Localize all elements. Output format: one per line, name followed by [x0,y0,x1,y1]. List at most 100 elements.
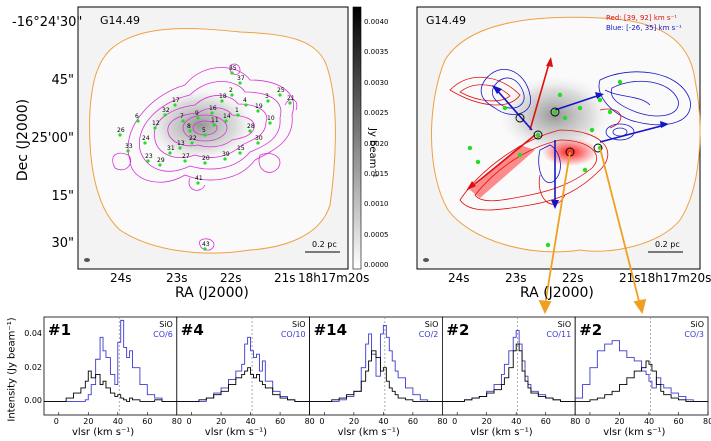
colorbar-tick: 0.0030 [364,78,389,87]
core-marker [212,123,216,127]
core-marker [256,141,260,145]
core-marker [220,99,224,103]
core-marker [183,159,187,163]
core-marker [158,163,162,167]
x-tick-label: 60 [142,417,153,426]
core-marker [173,103,177,107]
left-core-labels: 2633624123217789161821322511141419325211… [117,65,295,251]
blue-velocity-label: Blue: [-26, 35] km s⁻¹ [606,24,682,32]
blue-arrow [554,94,601,111]
spectra-row [43,316,709,416]
dec-tick-4: 15" [51,189,74,204]
core-marker [278,93,282,97]
spectrum-xlabel: vlsr (km s⁻¹) [72,427,135,438]
core-label: 7 [180,113,184,120]
blue-arrowhead [660,121,669,128]
core-label: 6 [135,113,139,120]
right-ra-tick-1: 24s [448,271,470,285]
spectrum-legend-sio: SiO [424,320,439,329]
x-tick-label: 20 [216,417,227,426]
core-label: 25 [277,87,285,94]
spectrum-sio [575,360,708,402]
core-marker [190,141,194,145]
spectrum-sio [44,370,177,402]
core-marker [196,181,200,185]
left-ylabel: Dec (J2000) [15,98,31,182]
core-label: 27 [182,153,190,160]
core-label: 13 [177,140,185,147]
x-tick-label: 20 [348,417,360,426]
y-tick-label: 0.04 [24,328,42,338]
selected-core-rings [515,107,603,157]
x-tick-label: 20 [481,417,492,426]
x-tick-label: 80 [570,417,581,426]
core-label: 33 [125,143,133,150]
colorbar-tick: 0.0015 [364,169,389,178]
red-velocity-label: Red: [39, 92] km s⁻¹ [606,14,678,22]
right-scalebar-label: 0.2 pc [655,240,680,249]
core-marker [118,133,122,137]
core-label: 24 [142,135,150,142]
colorbar-tick: 0.0010 [364,200,389,209]
spectrum-legend-sio: SiO [557,320,572,329]
spectrum-co-3 [575,340,708,402]
left-beam [84,258,90,262]
pointer-line [599,147,641,306]
core-marker [178,146,182,150]
spectrum-id: #1 [48,321,72,339]
spectrum-co-2 [309,324,443,402]
core-label: 39 [222,151,230,158]
x-tick-label: 80 [304,417,315,426]
right-dust-emission [495,73,615,157]
core-marker [203,133,207,137]
dec-tick-3: 25'00" [31,131,74,146]
core-marker [163,113,167,117]
red-arrowhead [546,57,553,67]
core-marker [168,151,172,155]
colorbar [352,6,362,270]
core-marker [224,119,228,123]
core-marker [288,101,292,105]
core-marker [230,93,234,97]
spectrum-id: #2 [446,321,470,339]
red-arrow [529,59,551,131]
x-tick-label: 40 [378,417,389,426]
core-marker [136,119,140,123]
colorbar-tick: 0.0025 [364,109,389,118]
blue-arrow [494,87,533,131]
core-marker [188,129,192,133]
x-tick-label: 40 [112,417,123,426]
core-label: 10 [267,115,275,122]
colorbar-tick: 0.0020 [364,139,389,148]
core-marker [268,121,272,125]
core-label: 3 [265,93,269,100]
blue-arrowhead [595,92,604,99]
core-label: 15 [237,145,245,152]
right-map-panel [416,6,701,270]
ra-tick-4: 21s [274,271,296,285]
x-tick-label: 60 [407,417,419,426]
core-label: 4 [243,97,247,104]
core-marker [146,159,150,163]
left-contours [112,63,298,251]
core-marker [230,71,234,75]
left-xlabel: RA (J2000) [175,285,249,301]
dec-tick-5: 30" [51,236,74,251]
right-ra-tick-2: 23s [505,271,527,285]
left-dust-emission [140,85,260,165]
x-tick-label: 0 [53,417,59,426]
ra-tick-5: 18h17m20s [298,271,370,285]
spectrum-sio [442,343,576,402]
spectrum-co-10 [176,336,310,402]
spectrum-legend-co: CO/2 [418,330,439,339]
core-marker [153,126,157,130]
core-label: 26 [117,127,125,134]
core-marker [248,129,252,133]
core-marker [256,109,260,113]
core-label: 32 [162,107,170,114]
left-map-panel: 2633624123217789161821322511141419325211… [77,6,349,270]
dec-tick-2: 45" [51,73,74,88]
spectrum-co-6 [44,319,177,402]
right-ra-tick-4: 21s [619,271,641,285]
